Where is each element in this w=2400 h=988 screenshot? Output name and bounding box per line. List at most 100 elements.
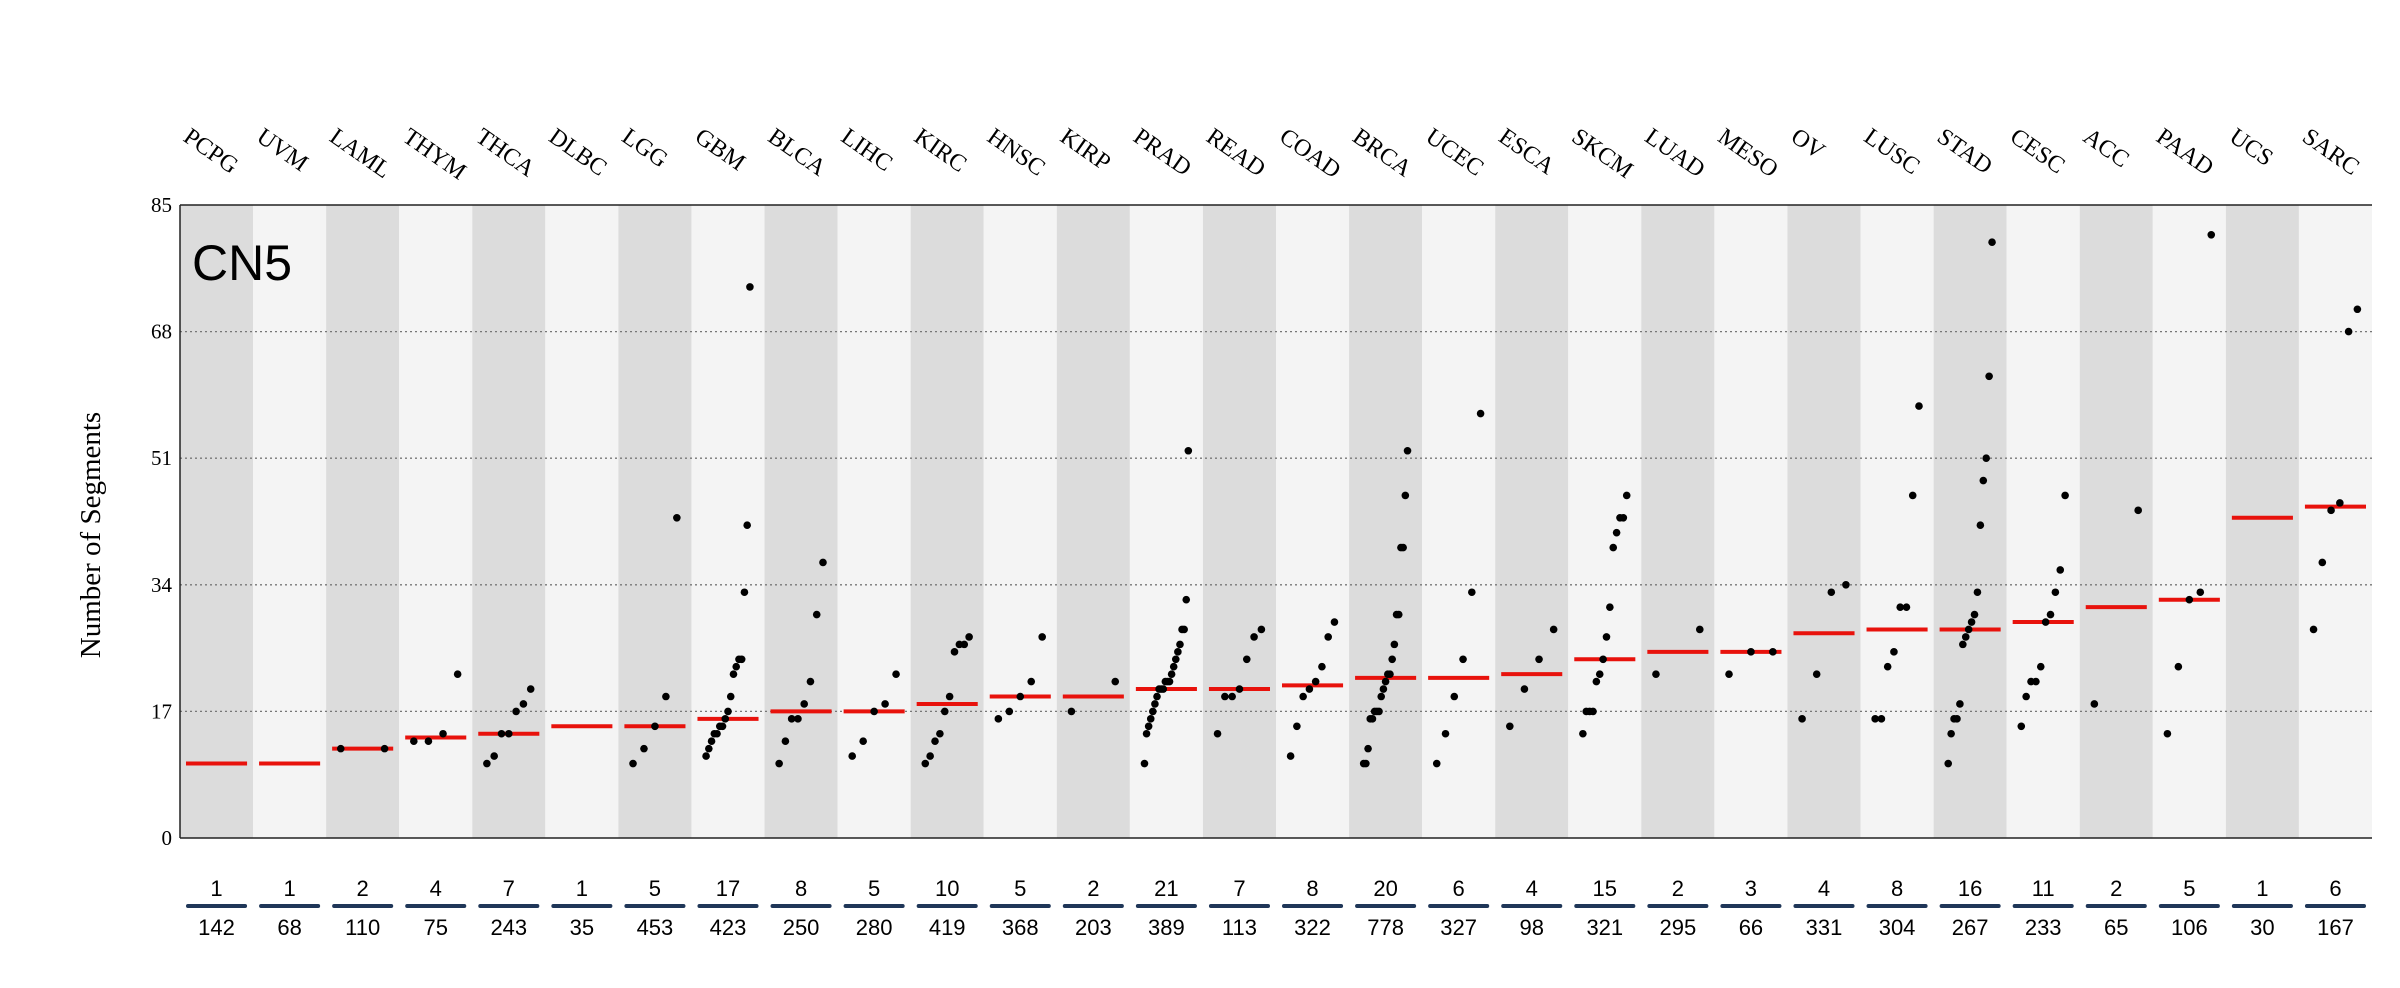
sample-total: 453 bbox=[637, 915, 674, 940]
data-point bbox=[2041, 618, 2050, 626]
y-tick-label: 85 bbox=[151, 193, 172, 217]
data-point bbox=[2022, 692, 2030, 701]
data-point bbox=[1144, 722, 1153, 731]
data-point bbox=[702, 752, 710, 760]
sample-counts: 1142168211047572431355453174238250528010… bbox=[186, 876, 2366, 940]
sample-total: 368 bbox=[1002, 915, 1039, 940]
data-point bbox=[651, 722, 659, 731]
data-point bbox=[1476, 409, 1485, 418]
sample-total: 68 bbox=[277, 915, 301, 940]
data-point bbox=[1153, 692, 1161, 701]
data-point bbox=[775, 759, 783, 768]
data-point bbox=[2309, 625, 2318, 634]
category-label-skcm: SKCM bbox=[1567, 124, 1638, 184]
data-point bbox=[2017, 722, 2026, 731]
sample-total: 98 bbox=[1519, 915, 1543, 940]
band-gbm bbox=[691, 205, 765, 838]
category-label-lihc: LIHC bbox=[836, 124, 897, 177]
sample-count: 1 bbox=[2256, 876, 2268, 901]
data-point bbox=[1592, 677, 1601, 686]
data-point bbox=[1549, 625, 1558, 634]
data-point bbox=[1985, 372, 1993, 381]
category-label-lusc: LUSC bbox=[1859, 124, 1924, 180]
category-label-read: READ bbox=[1201, 124, 1269, 183]
data-point bbox=[2090, 700, 2099, 708]
data-point bbox=[1944, 759, 1953, 768]
data-point bbox=[519, 700, 528, 708]
band-esca bbox=[1495, 205, 1569, 838]
data-point bbox=[1311, 677, 1320, 686]
data-point bbox=[1171, 655, 1180, 664]
data-point bbox=[1432, 759, 1441, 768]
data-point bbox=[1377, 692, 1386, 701]
data-point bbox=[870, 707, 878, 716]
band-blca bbox=[764, 205, 838, 838]
sample-count: 15 bbox=[1593, 876, 1617, 901]
category-label-prad: PRAD bbox=[1128, 124, 1195, 182]
data-point bbox=[1459, 655, 1467, 664]
sample-total: 423 bbox=[710, 915, 747, 940]
sample-count: 5 bbox=[649, 876, 661, 901]
data-point bbox=[1908, 491, 1917, 500]
category-label-laml: LAML bbox=[325, 124, 396, 184]
category-label-ov: OV bbox=[1786, 124, 1830, 166]
data-point bbox=[1976, 521, 1985, 530]
data-point bbox=[1299, 692, 1307, 701]
data-point bbox=[881, 700, 889, 708]
sample-count: 1 bbox=[283, 876, 295, 901]
sample-count: 3 bbox=[1745, 876, 1757, 901]
band-meso bbox=[1714, 205, 1788, 838]
sample-total: 295 bbox=[1660, 915, 1697, 940]
data-point bbox=[1293, 722, 1301, 731]
category-label-esca: ESCA bbox=[1494, 124, 1560, 181]
data-point bbox=[1140, 759, 1149, 768]
sample-total: 267 bbox=[1952, 915, 1989, 940]
sample-count: 8 bbox=[1306, 876, 1318, 901]
band-luad bbox=[1641, 205, 1715, 838]
data-point bbox=[800, 700, 808, 708]
category-label-lgg: LGG bbox=[617, 124, 672, 174]
data-point bbox=[1305, 685, 1314, 693]
data-point bbox=[2344, 327, 2353, 336]
data-point bbox=[1725, 670, 1733, 678]
data-point bbox=[1606, 603, 1614, 611]
band-acc bbox=[2079, 205, 2153, 838]
data-point bbox=[746, 283, 754, 291]
sample-count: 1 bbox=[210, 876, 222, 901]
data-point bbox=[1375, 707, 1383, 716]
band-thca bbox=[472, 205, 546, 838]
data-point bbox=[1111, 677, 1120, 686]
data-point bbox=[806, 677, 815, 686]
category-label-hnsc: HNSC bbox=[982, 124, 1049, 182]
data-point bbox=[1769, 648, 1777, 656]
data-point bbox=[2032, 677, 2040, 686]
data-point bbox=[1652, 670, 1660, 678]
sample-count: 2 bbox=[1087, 876, 1099, 901]
data-point bbox=[483, 759, 491, 768]
data-point bbox=[1038, 633, 1046, 641]
category-label-coad: COAD bbox=[1275, 124, 1346, 184]
data-point bbox=[505, 729, 513, 738]
data-point bbox=[1388, 655, 1396, 664]
data-point bbox=[1235, 685, 1244, 693]
data-point bbox=[1450, 692, 1459, 701]
data-point bbox=[2353, 305, 2362, 314]
sample-total: 280 bbox=[856, 915, 893, 940]
sample-total: 331 bbox=[1806, 915, 1843, 940]
chart-title: CN5 bbox=[192, 235, 292, 291]
band-ucec bbox=[1422, 205, 1496, 838]
sample-total: 304 bbox=[1879, 915, 1916, 940]
sample-count: 1 bbox=[576, 876, 588, 901]
data-point bbox=[819, 558, 827, 567]
band-brca bbox=[1349, 205, 1423, 838]
data-point bbox=[1067, 707, 1076, 716]
data-point bbox=[1176, 640, 1184, 649]
data-point bbox=[1747, 648, 1755, 656]
band-prad bbox=[1129, 205, 1203, 838]
data-point bbox=[1609, 543, 1618, 552]
category-label-stad: STAD bbox=[1932, 124, 1997, 180]
band-lihc bbox=[837, 205, 911, 838]
data-point bbox=[718, 722, 727, 731]
data-point bbox=[673, 513, 681, 522]
band-lusc bbox=[1860, 205, 1934, 838]
